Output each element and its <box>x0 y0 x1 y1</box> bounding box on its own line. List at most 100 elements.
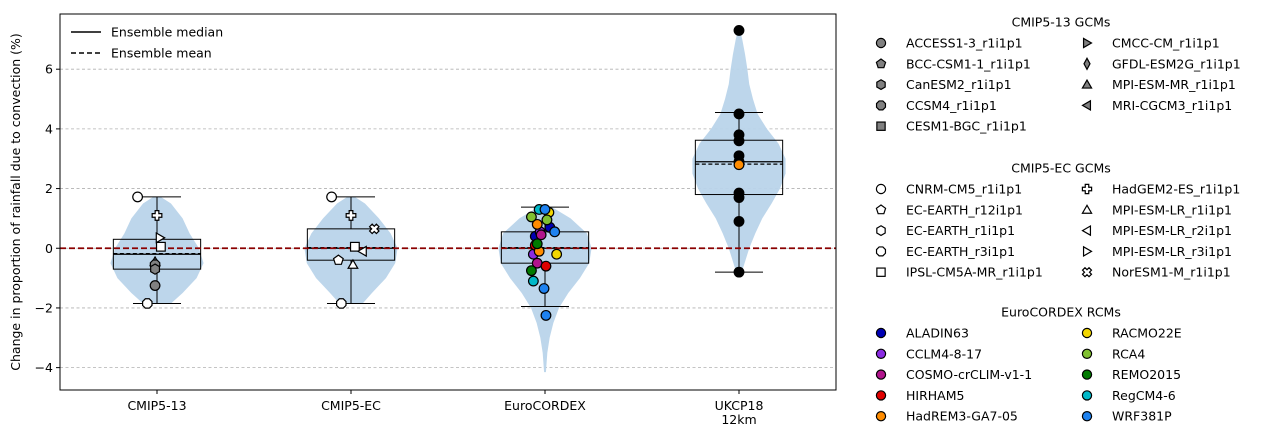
data-point <box>733 135 745 147</box>
legend-marker <box>875 348 887 359</box>
data-point <box>535 229 547 241</box>
data-point <box>541 214 553 226</box>
legend-entry-label: CMCC-CM_r1i1p1 <box>1112 36 1220 51</box>
legend-marker <box>1082 245 1093 258</box>
box-layer <box>112 111 784 307</box>
x-tick-label: UKCP18 <box>715 398 764 413</box>
legend-entry-label: CCLM4-8-17 <box>906 346 982 361</box>
data-point <box>531 238 543 250</box>
data-point <box>525 265 537 277</box>
legend-entry-label: RCA4 <box>1112 346 1145 361</box>
legend-entry-label: HadGEM2-ES_r1i1p1 <box>1112 182 1240 197</box>
legend-marker <box>1081 411 1093 422</box>
legend-entry-label: CCSM4_r1i1p1 <box>906 98 997 113</box>
data-point <box>347 258 359 269</box>
data-point <box>356 245 367 258</box>
legend-marker <box>1081 348 1093 359</box>
legend-marker <box>1081 204 1093 214</box>
legend-entry-label: HIRHAM5 <box>906 388 964 403</box>
legend-entry-label: CanESM2_r1i1p1 <box>906 77 1012 92</box>
data-point <box>332 254 344 265</box>
legend-marker <box>875 327 887 339</box>
line-legend: Ensemble median Ensemble mean <box>71 25 223 61</box>
legend-marker <box>1083 57 1091 71</box>
violin-layer <box>110 30 786 373</box>
data-point <box>733 215 745 227</box>
legend-entry-label: EC-EARTH_r3i1p1 <box>906 244 1015 259</box>
legend-entry-label: CESM1-BGC_r1i1p1 <box>906 119 1027 134</box>
y-tick-label: −4 <box>35 360 53 375</box>
legend-entry-label: MPI-ESM-LR_r2i1p1 <box>1112 223 1232 238</box>
point-layer <box>132 24 745 321</box>
y-tick-label: 2 <box>45 181 53 196</box>
legend-marker <box>1081 99 1092 112</box>
legend-marker <box>876 121 886 131</box>
data-point <box>733 159 745 171</box>
x-tick-label: CMIP5-EC <box>321 398 381 413</box>
legend-entry-label: WRF381P <box>1112 409 1172 424</box>
data-point <box>527 275 539 287</box>
data-point <box>326 191 338 203</box>
data-point <box>551 248 563 260</box>
plot-frame <box>59 13 837 391</box>
marker-legends: CMIP5-13 GCMs ACCESS1-3_r1i1p1 BCC-CSM1-1_… <box>875 15 1241 424</box>
data-point <box>368 223 380 235</box>
legend-marker <box>875 58 887 69</box>
legend-title: EuroCORDEX RCMs <box>1001 305 1121 320</box>
data-point <box>349 241 360 252</box>
legend-marker <box>875 411 887 422</box>
data-point <box>549 226 561 238</box>
legend-marker <box>876 267 886 277</box>
legend-marker <box>875 183 887 195</box>
legend-entry-label: GFDL-ESM2G_r1i1p1 <box>1112 56 1241 71</box>
legend-entry-label: IPSL-CM5A-MR_r1i1p1 <box>906 265 1043 280</box>
legend-line-label: Ensemble mean <box>111 46 212 61</box>
x-tick-label: 12km <box>721 412 756 427</box>
legend-entry-label: EC-EARTH_r1i1p1 <box>906 223 1015 238</box>
data-point <box>733 108 745 120</box>
box-iqr <box>306 228 396 261</box>
data-point <box>733 266 745 278</box>
legend-marker <box>1081 78 1093 89</box>
legend-marker <box>1081 390 1093 401</box>
legend-entry-label: EC-EARTH_r12i1p1 <box>906 202 1023 217</box>
legend-entry-label: MPI-ESM-LR_r3i1p1 <box>1112 244 1232 259</box>
legend-title: CMIP5-EC GCMs <box>1011 161 1111 176</box>
legend-title: CMIP5-13 GCMs <box>1012 15 1111 30</box>
legend-marker <box>1081 327 1093 339</box>
y-tick-label: 0 <box>45 241 53 256</box>
data-point <box>155 231 166 244</box>
legend-entry-label: BCC-CSM1-1_r1i1p1 <box>906 56 1031 71</box>
legend-line-label: Ensemble median <box>111 25 223 40</box>
data-point <box>538 283 550 294</box>
legend-entry-label: ALADIN63 <box>906 326 969 341</box>
data-point <box>733 192 745 203</box>
x-tick-label: CMIP5-13 <box>127 398 186 413</box>
legend-entry-label: CNRM-CM5_r1i1p1 <box>906 182 1022 197</box>
data-point <box>336 298 347 309</box>
legend-marker <box>1081 369 1093 380</box>
legend-marker <box>875 390 887 401</box>
data-point <box>149 280 161 291</box>
data-point <box>540 309 552 321</box>
legend-entry-label: NorESM1-M_r1i1p1 <box>1112 265 1231 280</box>
y-tick-label: 6 <box>45 62 53 77</box>
legend-marker <box>876 225 886 237</box>
data-point <box>151 210 163 221</box>
legend-entry-label: ACCESS1-3_r1i1p1 <box>906 36 1023 51</box>
legend-entry-label: MRI-CGCM3_r1i1p1 <box>1112 98 1232 113</box>
legend-entry-label: MPI-ESM-LR_r1i1p1 <box>1112 202 1232 217</box>
legend-entry-label: MPI-ESM-MR_r1i1p1 <box>1112 77 1236 92</box>
data-point <box>539 204 551 215</box>
data-point <box>525 211 537 223</box>
legend-marker <box>876 79 886 91</box>
data-point <box>150 263 161 275</box>
axis-layer: −4 −2 0 2 4 6 CMIP5-13 CMIP5-EC EuroCORDEX UKCP18… <box>35 62 764 427</box>
data-point <box>345 210 357 221</box>
legend-entry-label: RACMO22E <box>1112 326 1182 341</box>
legend-marker <box>1082 37 1093 49</box>
legend-marker <box>875 204 887 215</box>
legend-marker <box>1081 224 1092 237</box>
data-point <box>142 298 153 309</box>
